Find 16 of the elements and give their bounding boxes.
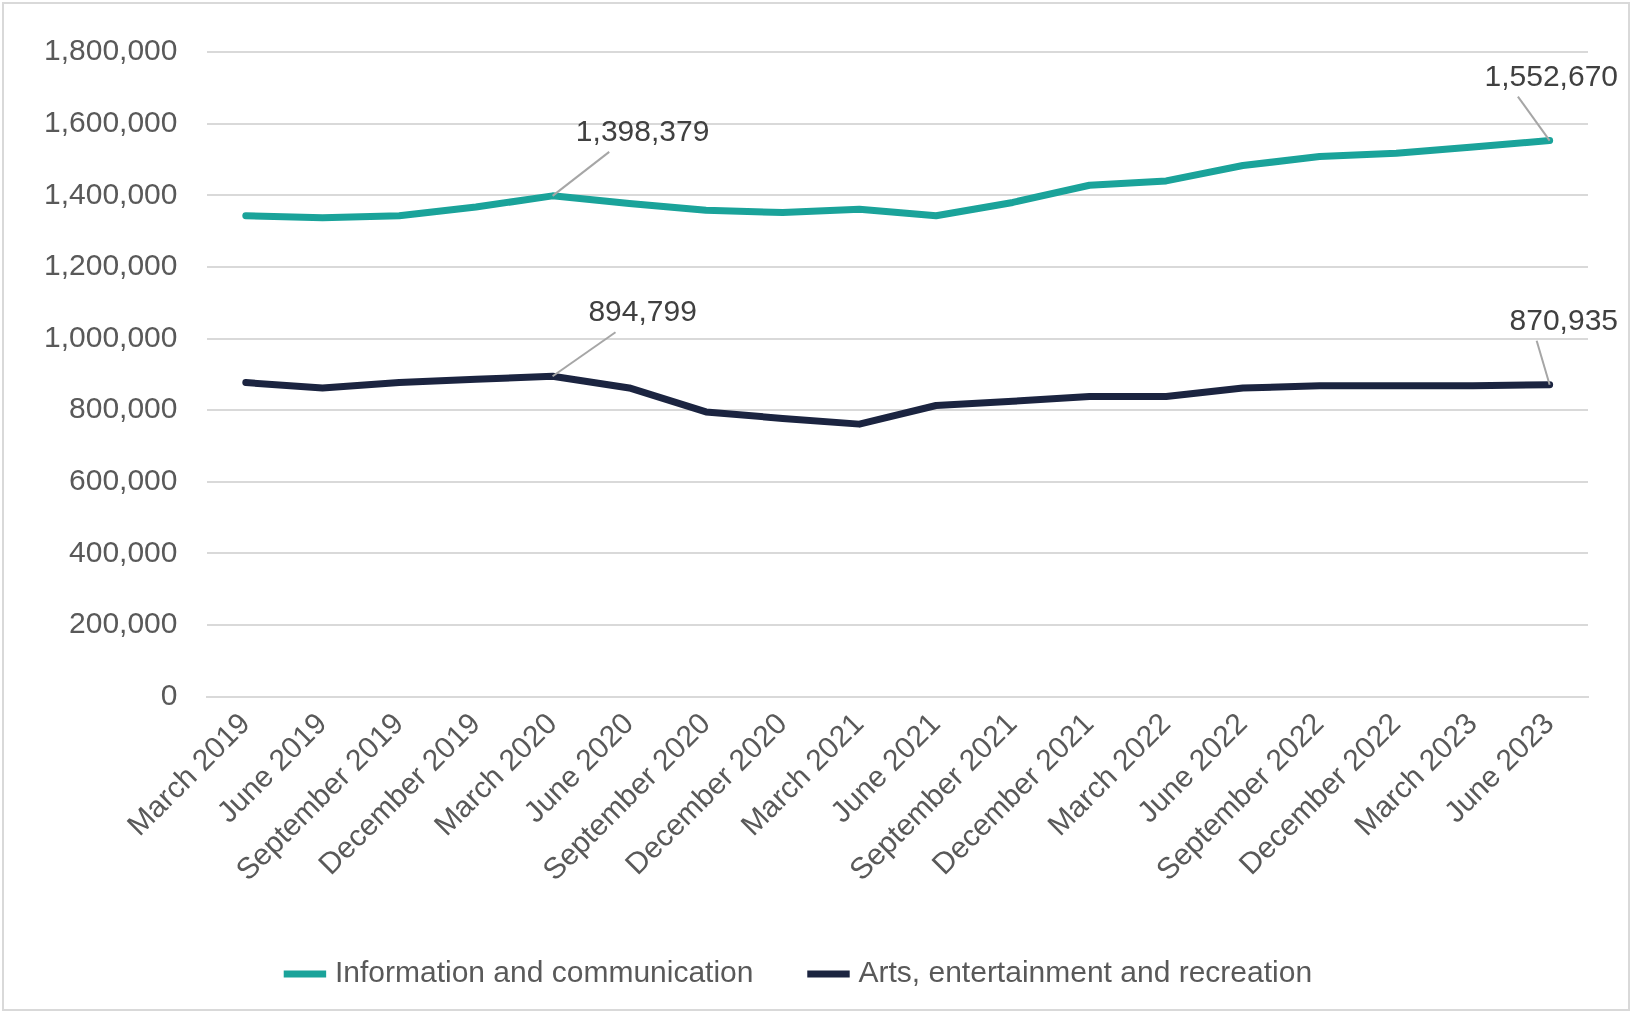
- y-tick-label: 1,800,000: [43, 33, 178, 67]
- annotation: 1,398,379: [575, 114, 710, 148]
- annotation: 1,552,670: [1484, 58, 1618, 92]
- y-tick-label: 600,000: [69, 463, 178, 497]
- y-tick-label: 1,000,000: [43, 319, 178, 353]
- legend-label: Arts, entertainment and recreation: [858, 955, 1313, 989]
- y-tick-label: 400,000: [69, 534, 178, 568]
- legend-label: Information and communication: [334, 955, 754, 989]
- annotation: 870,935: [1509, 303, 1619, 337]
- y-tick-label: 1,400,000: [43, 176, 178, 210]
- y-tick-label: 1,600,000: [43, 104, 178, 138]
- y-tick-label: 1,200,000: [43, 248, 178, 282]
- y-tick-label: 0: [160, 677, 178, 711]
- annotation: 894,799: [588, 294, 697, 328]
- y-tick-label: 200,000: [69, 606, 178, 640]
- y-tick-label: 800,000: [69, 391, 178, 425]
